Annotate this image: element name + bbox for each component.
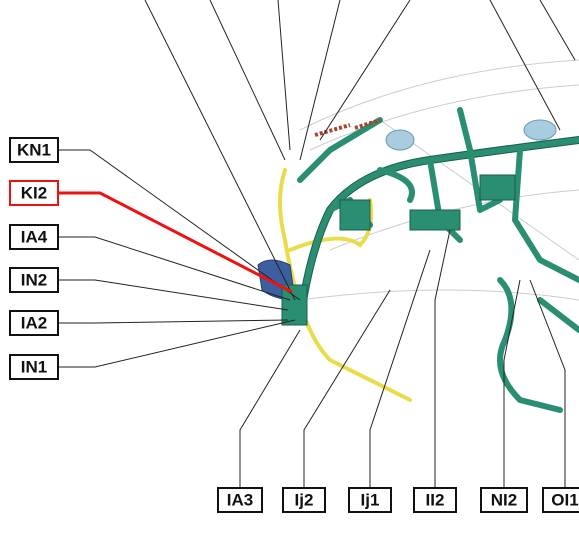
callout-label: Ij1 bbox=[361, 490, 380, 509]
callout-label: KN1 bbox=[17, 140, 51, 159]
callout-box bbox=[9, 310, 59, 336]
callout-label: II2 bbox=[426, 490, 445, 509]
callout-label: IA3 bbox=[227, 490, 253, 509]
callout-label: IA4 bbox=[21, 227, 48, 246]
callout-box bbox=[413, 487, 457, 513]
callout-box bbox=[282, 487, 326, 513]
callout-box bbox=[217, 487, 263, 513]
callout-label: Ij2 bbox=[295, 490, 314, 509]
dashboard-outline bbox=[299, 59, 579, 301]
callout-label: OI1 bbox=[551, 490, 578, 509]
callout-label: NI2 bbox=[491, 490, 517, 509]
callout-box bbox=[9, 267, 59, 293]
leader-lines bbox=[58, 0, 576, 488]
callout-box bbox=[9, 354, 59, 380]
callout-box bbox=[9, 137, 59, 163]
callout-box bbox=[348, 487, 392, 513]
callout-box bbox=[9, 224, 59, 250]
callout-label: IN2 bbox=[21, 270, 47, 289]
callout-label: IN1 bbox=[21, 357, 47, 376]
left-callouts: KN1 KI2 IA4 IN2 IA2 IN1 bbox=[9, 137, 59, 380]
harness bbox=[257, 107, 579, 413]
callout-label: KI2 bbox=[21, 183, 47, 202]
callout-box bbox=[542, 487, 579, 513]
callout-label: IA2 bbox=[21, 313, 47, 332]
callout-box bbox=[9, 180, 59, 206]
bottom-callouts: IA3 Ij2 Ij1 II2 NI2 OI1 bbox=[217, 487, 579, 513]
callout-box bbox=[480, 487, 528, 513]
